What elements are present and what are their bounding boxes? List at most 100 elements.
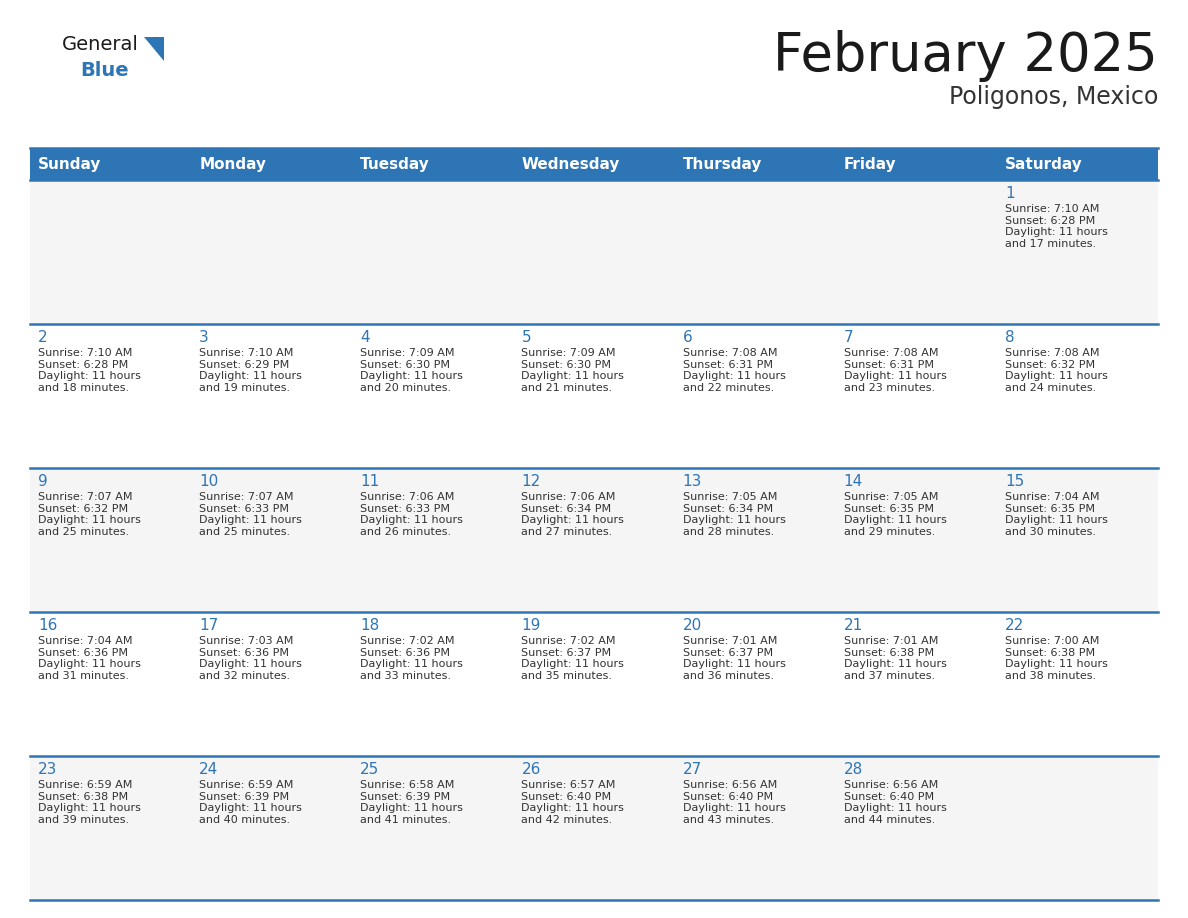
Text: Sunrise: 6:56 AM: Sunrise: 6:56 AM bbox=[843, 780, 939, 790]
Text: Sunrise: 7:01 AM: Sunrise: 7:01 AM bbox=[843, 636, 939, 646]
Text: and 25 minutes.: and 25 minutes. bbox=[38, 527, 129, 537]
Text: and 41 minutes.: and 41 minutes. bbox=[360, 815, 451, 824]
Text: Daylight: 11 hours: Daylight: 11 hours bbox=[38, 515, 141, 525]
Text: Sunrise: 7:05 AM: Sunrise: 7:05 AM bbox=[683, 492, 777, 502]
Text: Daylight: 11 hours: Daylight: 11 hours bbox=[843, 803, 947, 813]
Text: 3: 3 bbox=[200, 330, 209, 345]
Text: 4: 4 bbox=[360, 330, 369, 345]
Text: Sunrise: 7:10 AM: Sunrise: 7:10 AM bbox=[38, 348, 132, 358]
Text: and 39 minutes.: and 39 minutes. bbox=[38, 815, 129, 824]
Text: 10: 10 bbox=[200, 474, 219, 489]
Text: Sunrise: 6:57 AM: Sunrise: 6:57 AM bbox=[522, 780, 615, 790]
Text: 1: 1 bbox=[1005, 186, 1015, 201]
Text: and 44 minutes.: and 44 minutes. bbox=[843, 815, 935, 824]
Text: Sunrise: 7:07 AM: Sunrise: 7:07 AM bbox=[38, 492, 133, 502]
Text: Sunset: 6:40 PM: Sunset: 6:40 PM bbox=[683, 791, 772, 801]
Text: and 40 minutes.: and 40 minutes. bbox=[200, 815, 290, 824]
Text: February 2025: February 2025 bbox=[773, 30, 1158, 82]
Text: Sunrise: 7:04 AM: Sunrise: 7:04 AM bbox=[38, 636, 133, 646]
Text: Sunrise: 7:10 AM: Sunrise: 7:10 AM bbox=[1005, 204, 1099, 214]
Text: Sunrise: 7:10 AM: Sunrise: 7:10 AM bbox=[200, 348, 293, 358]
Text: 11: 11 bbox=[360, 474, 379, 489]
Text: Sunset: 6:36 PM: Sunset: 6:36 PM bbox=[38, 647, 128, 657]
Text: Monday: Monday bbox=[200, 156, 266, 172]
Text: Friday: Friday bbox=[843, 156, 896, 172]
Text: Daylight: 11 hours: Daylight: 11 hours bbox=[38, 371, 141, 381]
Polygon shape bbox=[144, 37, 164, 61]
Text: and 20 minutes.: and 20 minutes. bbox=[360, 383, 451, 393]
Text: 28: 28 bbox=[843, 762, 862, 777]
Text: Sunrise: 7:09 AM: Sunrise: 7:09 AM bbox=[360, 348, 455, 358]
Text: Sunrise: 7:02 AM: Sunrise: 7:02 AM bbox=[360, 636, 455, 646]
Text: 25: 25 bbox=[360, 762, 379, 777]
Text: Sunrise: 7:09 AM: Sunrise: 7:09 AM bbox=[522, 348, 615, 358]
Text: Sunset: 6:33 PM: Sunset: 6:33 PM bbox=[360, 504, 450, 513]
Text: 5: 5 bbox=[522, 330, 531, 345]
Text: 22: 22 bbox=[1005, 618, 1024, 633]
Text: and 26 minutes.: and 26 minutes. bbox=[360, 527, 451, 537]
Text: Sunset: 6:33 PM: Sunset: 6:33 PM bbox=[200, 504, 289, 513]
Text: and 36 minutes.: and 36 minutes. bbox=[683, 671, 773, 681]
Text: Sunset: 6:37 PM: Sunset: 6:37 PM bbox=[683, 647, 772, 657]
Text: Daylight: 11 hours: Daylight: 11 hours bbox=[522, 371, 625, 381]
Text: 14: 14 bbox=[843, 474, 862, 489]
Text: Sunset: 6:32 PM: Sunset: 6:32 PM bbox=[38, 504, 128, 513]
Text: Daylight: 11 hours: Daylight: 11 hours bbox=[683, 515, 785, 525]
Text: 2: 2 bbox=[38, 330, 48, 345]
Text: Tuesday: Tuesday bbox=[360, 156, 430, 172]
Text: Sunrise: 6:58 AM: Sunrise: 6:58 AM bbox=[360, 780, 455, 790]
Text: and 33 minutes.: and 33 minutes. bbox=[360, 671, 451, 681]
Text: Sunset: 6:30 PM: Sunset: 6:30 PM bbox=[360, 360, 450, 370]
Text: Daylight: 11 hours: Daylight: 11 hours bbox=[360, 371, 463, 381]
Text: Sunrise: 7:06 AM: Sunrise: 7:06 AM bbox=[522, 492, 615, 502]
Text: Blue: Blue bbox=[80, 61, 128, 80]
Text: Sunset: 6:30 PM: Sunset: 6:30 PM bbox=[522, 360, 612, 370]
Text: and 17 minutes.: and 17 minutes. bbox=[1005, 239, 1097, 249]
Text: Daylight: 11 hours: Daylight: 11 hours bbox=[1005, 515, 1107, 525]
Text: Sunrise: 7:03 AM: Sunrise: 7:03 AM bbox=[200, 636, 293, 646]
Text: 8: 8 bbox=[1005, 330, 1015, 345]
Text: Daylight: 11 hours: Daylight: 11 hours bbox=[360, 515, 463, 525]
Bar bbox=[30, 180, 1158, 324]
Text: Sunset: 6:38 PM: Sunset: 6:38 PM bbox=[38, 791, 128, 801]
Text: Sunrise: 7:08 AM: Sunrise: 7:08 AM bbox=[843, 348, 939, 358]
Text: 9: 9 bbox=[38, 474, 48, 489]
Text: and 22 minutes.: and 22 minutes. bbox=[683, 383, 773, 393]
Text: Daylight: 11 hours: Daylight: 11 hours bbox=[360, 659, 463, 669]
Text: Sunrise: 7:00 AM: Sunrise: 7:00 AM bbox=[1005, 636, 1099, 646]
Text: 16: 16 bbox=[38, 618, 57, 633]
Text: Daylight: 11 hours: Daylight: 11 hours bbox=[38, 803, 141, 813]
Text: Daylight: 11 hours: Daylight: 11 hours bbox=[683, 659, 785, 669]
Text: Sunrise: 6:59 AM: Sunrise: 6:59 AM bbox=[200, 780, 293, 790]
Text: Sunrise: 7:08 AM: Sunrise: 7:08 AM bbox=[1005, 348, 1099, 358]
Text: Daylight: 11 hours: Daylight: 11 hours bbox=[1005, 371, 1107, 381]
Text: 6: 6 bbox=[683, 330, 693, 345]
Bar bbox=[30, 612, 1158, 756]
Text: 23: 23 bbox=[38, 762, 57, 777]
Text: 7: 7 bbox=[843, 330, 853, 345]
Text: Sunset: 6:31 PM: Sunset: 6:31 PM bbox=[683, 360, 772, 370]
Text: Daylight: 11 hours: Daylight: 11 hours bbox=[200, 371, 302, 381]
Text: Sunday: Sunday bbox=[38, 156, 101, 172]
Text: 24: 24 bbox=[200, 762, 219, 777]
Text: Sunset: 6:39 PM: Sunset: 6:39 PM bbox=[360, 791, 450, 801]
Text: Sunset: 6:39 PM: Sunset: 6:39 PM bbox=[200, 791, 289, 801]
Text: Daylight: 11 hours: Daylight: 11 hours bbox=[200, 803, 302, 813]
Text: 27: 27 bbox=[683, 762, 702, 777]
Text: 26: 26 bbox=[522, 762, 541, 777]
Text: Daylight: 11 hours: Daylight: 11 hours bbox=[200, 515, 302, 525]
Text: 20: 20 bbox=[683, 618, 702, 633]
Text: and 25 minutes.: and 25 minutes. bbox=[200, 527, 290, 537]
Text: Daylight: 11 hours: Daylight: 11 hours bbox=[683, 803, 785, 813]
Text: Daylight: 11 hours: Daylight: 11 hours bbox=[38, 659, 141, 669]
Text: and 30 minutes.: and 30 minutes. bbox=[1005, 527, 1095, 537]
Text: and 43 minutes.: and 43 minutes. bbox=[683, 815, 773, 824]
Text: Sunset: 6:38 PM: Sunset: 6:38 PM bbox=[843, 647, 934, 657]
Text: Daylight: 11 hours: Daylight: 11 hours bbox=[843, 515, 947, 525]
Text: Poligonos, Mexico: Poligonos, Mexico bbox=[949, 85, 1158, 109]
Text: 19: 19 bbox=[522, 618, 541, 633]
Text: and 31 minutes.: and 31 minutes. bbox=[38, 671, 129, 681]
Text: and 28 minutes.: and 28 minutes. bbox=[683, 527, 773, 537]
Text: Sunrise: 6:59 AM: Sunrise: 6:59 AM bbox=[38, 780, 132, 790]
Text: Sunset: 6:36 PM: Sunset: 6:36 PM bbox=[360, 647, 450, 657]
